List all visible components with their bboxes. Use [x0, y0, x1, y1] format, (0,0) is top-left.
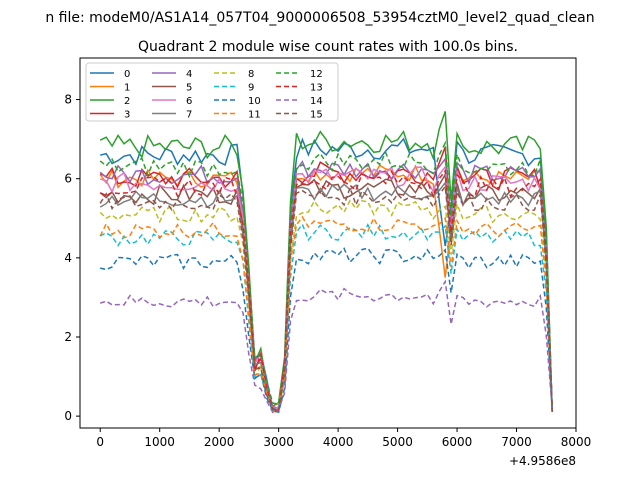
y-tick-label: 4: [64, 251, 72, 265]
series-line-2: [99, 111, 553, 412]
y-tick-label: 8: [64, 93, 72, 107]
legend-label-15: 15: [310, 110, 323, 121]
legend-box: [85, 62, 339, 122]
legend-label-9: 9: [248, 83, 254, 94]
x-tick-label: 6000: [442, 435, 473, 449]
x-tick-label: 5000: [382, 435, 413, 449]
legend-label-10: 10: [248, 96, 261, 107]
legend-label-8: 8: [248, 69, 254, 80]
x-tick-label: 0: [96, 435, 104, 449]
series-layer: [99, 111, 553, 414]
series-line-10: [100, 247, 553, 414]
legend-label-13: 13: [310, 83, 323, 94]
x-tick-label: 1000: [144, 435, 175, 449]
legend-label-1: 1: [124, 83, 130, 94]
series-line-3: [99, 146, 553, 412]
legend-label-12: 12: [310, 69, 323, 80]
x-tick-label: 4000: [323, 435, 354, 449]
x-axis-ticks: 0 1000 2000 3000 4000 5000 6000 7000 8000: [96, 428, 591, 449]
y-tick-label: 6: [64, 172, 72, 186]
series-line-5: [99, 172, 553, 412]
series-line-6: [99, 164, 553, 414]
legend-label-7: 7: [186, 110, 192, 121]
x-offset-label: +4.9586e8: [509, 454, 576, 468]
legend-label-5: 5: [186, 83, 192, 94]
x-tick-label: 7000: [501, 435, 532, 449]
series-line-11: [99, 215, 553, 411]
x-tick-label: 8000: [561, 435, 592, 449]
series-line-7: [99, 180, 553, 413]
series-line-1: [99, 164, 553, 413]
figure-suptitle: n file: modeM0/AS1A14_057T04_9000006508_…: [45, 10, 594, 26]
legend-label-3: 3: [124, 110, 130, 121]
y-tick-label: 2: [64, 330, 72, 344]
legend-label-2: 2: [124, 96, 130, 107]
series-line-14: [99, 279, 553, 414]
chart-title: Quadrant 2 module wise count rates with …: [138, 39, 518, 55]
series-line-15: [99, 184, 553, 413]
x-tick-label: 2000: [204, 435, 235, 449]
series-line-4: [99, 156, 553, 411]
series-line-13: [99, 168, 553, 412]
legend-label-11: 11: [248, 110, 261, 121]
series-line-0: [100, 137, 553, 413]
y-axis-ticks: 0 2 4 6 8: [64, 93, 80, 423]
axes-frame: [79, 57, 577, 429]
plot-area: 0 1000 2000 3000 4000 5000 6000 7000 8000 0 2 4 6 8: [64, 57, 591, 449]
legend-label-14: 14: [310, 96, 323, 107]
legend-label-0: 0: [124, 69, 130, 80]
x-tick-label: 3000: [263, 435, 294, 449]
y-tick-label: 0: [64, 409, 72, 423]
series-line-9: [99, 222, 553, 412]
series-line-12: [99, 140, 553, 410]
legend-label-4: 4: [186, 69, 192, 80]
legend-label-6: 6: [186, 96, 192, 107]
